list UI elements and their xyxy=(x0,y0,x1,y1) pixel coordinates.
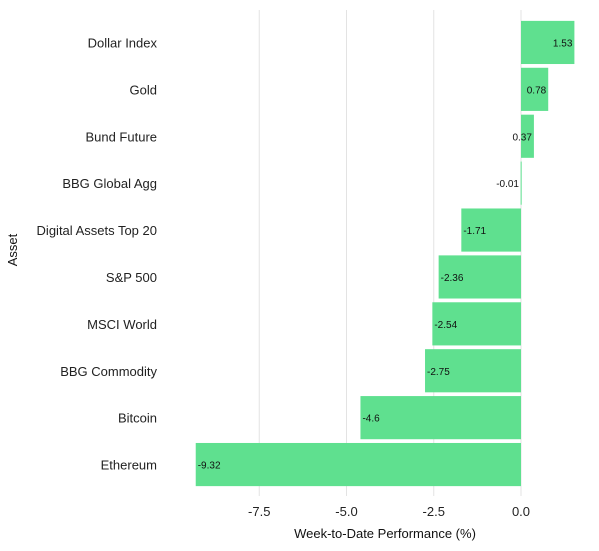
data-label-8: -4.6 xyxy=(362,414,380,425)
bar-1 xyxy=(521,67,549,111)
bars xyxy=(195,20,575,487)
data-label-5: -2.36 xyxy=(441,273,464,284)
bar-0 xyxy=(521,20,575,65)
data-label-6: -2.54 xyxy=(434,320,457,331)
category-label-8: Bitcoin xyxy=(118,411,157,426)
data-label-2: 0.37 xyxy=(512,132,532,143)
bar-8 xyxy=(360,396,521,440)
x-tick-label-0: -7.5 xyxy=(248,504,270,519)
bar-7 xyxy=(425,349,521,393)
data-label-4: -1.71 xyxy=(463,226,486,237)
category-labels: Dollar Index Gold Bund Future BBG Global Ag… xyxy=(37,35,158,472)
bar-4 xyxy=(461,208,521,252)
data-label-1: 0.78 xyxy=(527,85,547,96)
data-label-0: 1.53 xyxy=(553,38,573,49)
y-axis-title: Asset xyxy=(5,233,20,266)
category-label-1: Gold xyxy=(130,82,157,97)
category-label-0: Dollar Index xyxy=(88,35,158,50)
bar-5 xyxy=(438,255,521,299)
category-label-6: MSCI World xyxy=(87,317,157,332)
category-label-7: BBG Commodity xyxy=(60,364,157,379)
category-label-2: Bund Future xyxy=(85,129,157,144)
x-tick-labels: -7.5 -5.0 -2.5 0.0 xyxy=(248,504,530,519)
category-label-4: Digital Assets Top 20 xyxy=(37,223,157,238)
bar-6 xyxy=(432,302,521,346)
category-label-5: S&P 500 xyxy=(106,270,157,285)
bar-9 xyxy=(195,442,521,487)
x-tick-label-3: 0.0 xyxy=(512,504,530,519)
bar-2 xyxy=(521,114,534,158)
bar-3 xyxy=(520,161,522,205)
x-axis-title: Week-to-Date Performance (%) xyxy=(294,526,476,541)
x-tick-label-2: -2.5 xyxy=(423,504,445,519)
x-tick-label-1: -5.0 xyxy=(335,504,357,519)
data-label-3: -0.01 xyxy=(496,179,519,190)
category-label-9: Ethereum xyxy=(101,458,157,473)
data-label-9: -9.32 xyxy=(198,461,221,472)
data-labels: 1.53 0.78 0.37 -0.01 -1.71 -2.36 -2.54 -2.75 -4.… xyxy=(198,38,573,471)
data-label-7: -2.75 xyxy=(427,367,450,378)
category-label-3: BBG Global Agg xyxy=(62,176,157,191)
